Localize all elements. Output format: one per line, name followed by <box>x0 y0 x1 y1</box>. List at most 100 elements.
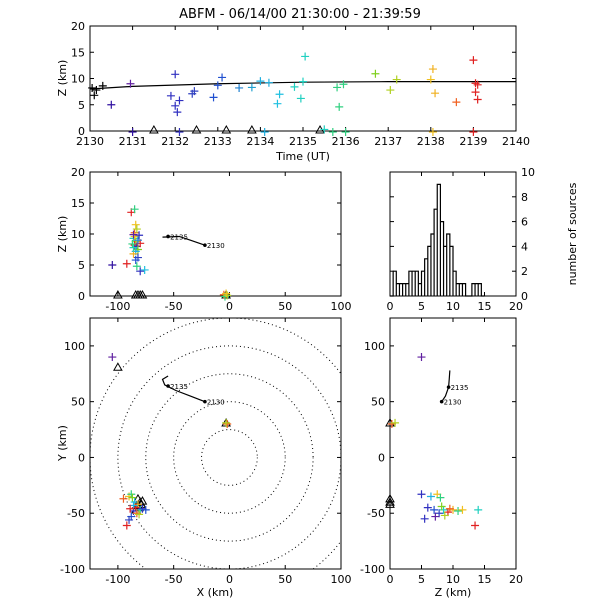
time-height-source-point <box>175 128 184 137</box>
time-height-source-point <box>90 91 99 100</box>
time-height-source-point <box>92 86 101 95</box>
plan-view-xtick-label: -100 <box>105 573 130 586</box>
histogram-bar <box>437 184 440 296</box>
time-height-xtick-label: 2136 <box>332 135 360 148</box>
time-height-xtick-label: 2130 <box>76 135 104 148</box>
plan-view-ytick-label: 50 <box>71 396 85 409</box>
z-y-xtick-label: 15 <box>478 573 492 586</box>
x-z-source-point <box>131 220 140 229</box>
x-z-source-point <box>129 243 138 252</box>
plan-view-source-point <box>125 515 134 524</box>
time-height-source-point <box>473 80 482 89</box>
z-y-track-label: 2130 <box>444 399 462 407</box>
time-height-xtick-label: 2139 <box>459 135 487 148</box>
histogram-ytick-label: 4 <box>521 240 528 253</box>
histogram-ylabel: number of sources <box>566 182 579 285</box>
x-z-track-label: 2130 <box>207 242 225 250</box>
histogram-bar <box>399 284 402 296</box>
plan-view-ytick-label: -50 <box>67 507 85 520</box>
x-z-source-point <box>130 232 139 241</box>
histogram-bar <box>434 209 437 296</box>
time-height-source-point <box>218 73 227 82</box>
z-y-ytick-label: -50 <box>367 507 385 520</box>
x-z-source-point <box>136 267 145 276</box>
z-y-source-point <box>439 505 448 514</box>
x-z-station-marker <box>130 289 141 299</box>
x-z-xtick-label: -100 <box>105 300 130 313</box>
histogram-xtick-label: 0 <box>387 300 394 313</box>
time-height-source-point <box>473 95 482 104</box>
time-height-source-point <box>339 80 348 89</box>
x-z-track-dot <box>166 234 170 239</box>
plan-view-source-point <box>129 501 138 510</box>
time-height-source-point <box>392 75 401 84</box>
x-z-source-point <box>132 225 141 234</box>
time-height-source-point <box>452 98 461 107</box>
x-z-source-point <box>132 262 141 271</box>
time-height-xtick-label: 2131 <box>119 135 147 148</box>
x-z-frame <box>89 171 342 297</box>
time-height-station-marker <box>191 124 202 134</box>
time-height-source-point <box>275 90 284 99</box>
histogram-ytick-label: 8 <box>521 191 528 204</box>
x-z-xtick-label: 50 <box>278 300 292 313</box>
plan-view-source-point <box>127 490 136 499</box>
plan-view-track-label: 2130 <box>207 399 225 407</box>
time-height-source-point <box>386 86 395 95</box>
x-z-source-point <box>122 259 131 268</box>
time-height-source-point <box>128 128 137 137</box>
plan-view-ytick-label: 0 <box>78 451 85 464</box>
histogram-bar <box>409 271 412 296</box>
z-y-source-point <box>417 490 426 499</box>
histogram-bar <box>456 284 459 296</box>
time-height-station-marker <box>247 124 257 134</box>
x-z-ytick-label: 5 <box>78 259 85 272</box>
time-height-source-point <box>213 81 222 90</box>
z-y-xtick-label: 5 <box>418 573 425 586</box>
histogram-bar <box>462 284 465 296</box>
x-z-ytick-label: 0 <box>78 290 85 303</box>
time-height-source-point <box>328 128 337 137</box>
time-height-xlabel: Time (UT) <box>275 150 330 163</box>
histogram-xtick-label: 15 <box>478 300 492 313</box>
time-height-source-point <box>107 100 116 109</box>
z-y-ytick-label: 50 <box>371 396 385 409</box>
histogram-bar <box>447 234 450 296</box>
z-y-source-point <box>435 509 444 518</box>
histogram-bar <box>418 284 421 296</box>
time-height-source-point <box>301 52 310 61</box>
z-y-source-point <box>471 521 480 530</box>
time-height-xtick-label: 2133 <box>204 135 232 148</box>
plan-view-source-point <box>138 504 147 513</box>
time-height-source-point <box>247 83 256 92</box>
time-height-source-point <box>341 128 350 137</box>
x-z-ylabel: Z (km) <box>56 216 69 253</box>
time-height-ylabel: Z (km) <box>56 60 69 97</box>
plan-view-xlabel: X (km) <box>197 586 234 599</box>
x-z-source-point <box>223 291 232 300</box>
time-height-source-point <box>469 56 478 65</box>
plan-view-source-point <box>135 510 144 519</box>
plan-view-source-point <box>128 493 137 502</box>
x-z-station-marker <box>137 289 148 299</box>
time-height-source-point <box>98 81 107 90</box>
x-z-source-point <box>140 265 149 274</box>
x-z-ytick-label: 20 <box>71 166 85 179</box>
z-y-source-point <box>430 505 439 514</box>
histogram-bar <box>393 271 396 296</box>
z-y-source-point <box>440 511 449 520</box>
x-z-track-label: 2135 <box>170 233 188 241</box>
time-height-source-point <box>264 78 273 87</box>
plan-view-source-point <box>141 505 150 514</box>
time-height-xtick-label: 2137 <box>374 135 402 148</box>
time-height-xtick-label: 2140 <box>502 135 530 148</box>
plan-view-track-label: 2135 <box>170 383 188 391</box>
x-z-station-marker <box>113 289 123 299</box>
plan-view-station-marker <box>137 496 148 505</box>
plan-view-track-line <box>161 375 206 403</box>
z-y-track-dot <box>439 399 444 404</box>
z-y-xlabel: Z (km) <box>435 586 472 599</box>
plan-view-track-dot <box>166 384 170 388</box>
